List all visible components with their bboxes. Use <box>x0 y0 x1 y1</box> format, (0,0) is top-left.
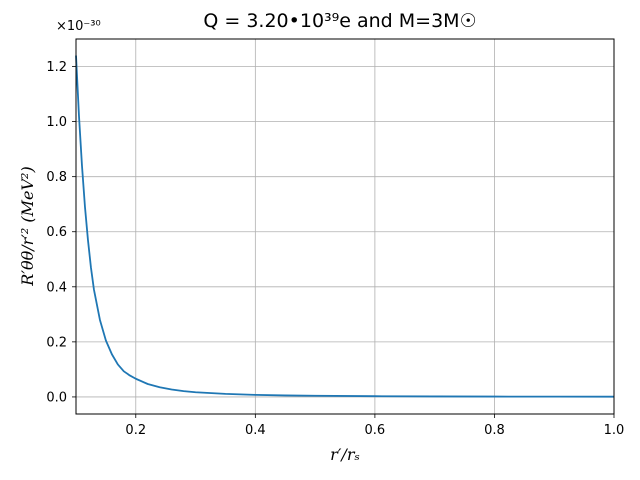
y-tick-label: 1.0 <box>46 115 67 130</box>
chart-title: Q = 3.20•10³⁹e and M=3M☉ <box>203 10 476 32</box>
y-axis-label: R′θθ/r′² (MeV²) <box>18 166 37 286</box>
y-tick-label: 1.2 <box>46 60 67 75</box>
grid <box>76 39 615 414</box>
y-tick-label: 0.6 <box>46 225 67 240</box>
series-line <box>75 55 615 398</box>
y-tick-label: 0.8 <box>46 170 67 185</box>
y-tick-label: 0.4 <box>46 280 67 295</box>
x-axis-label: r′/rₛ <box>330 445 360 464</box>
x-tick-label: 0.6 <box>365 423 386 438</box>
y-tick-label: 0.2 <box>46 335 67 350</box>
y-tick-label: 0.0 <box>46 390 67 405</box>
x-tick-label: 1.0 <box>604 423 625 438</box>
plot-line-group <box>75 55 615 398</box>
ticks: 0.2 0.4 0.6 0.8 1.0 0.0 0.2 0.4 0.6 0.8 1.0 1.2 <box>46 60 624 438</box>
x-tick-label: 0.2 <box>125 423 146 438</box>
x-tick-label: 0.8 <box>484 423 505 438</box>
y-offset-label: ×10⁻³⁰ <box>56 19 101 34</box>
x-tick-label: 0.4 <box>245 423 266 438</box>
plot-frame <box>75 38 615 415</box>
